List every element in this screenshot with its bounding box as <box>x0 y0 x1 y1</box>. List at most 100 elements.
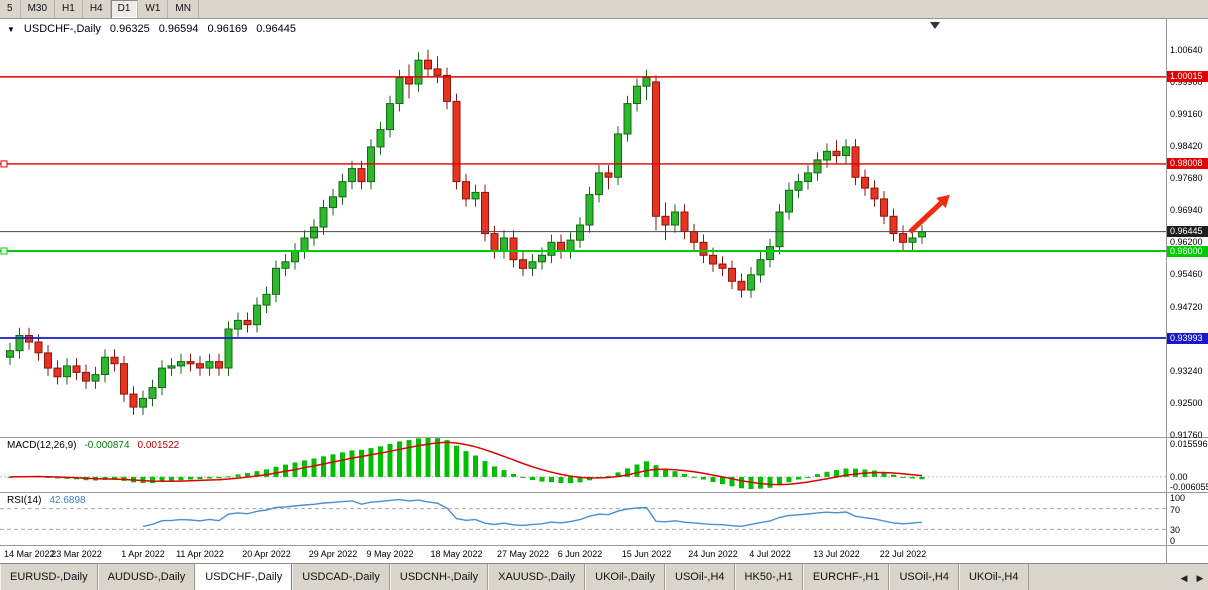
macd-bar <box>625 468 630 477</box>
candle <box>63 358 71 385</box>
chart-tab-9[interactable]: EURCHF-,H1 <box>802 564 890 590</box>
macd-bar <box>454 445 459 477</box>
rsi-scale-tick: 100 <box>1170 493 1186 503</box>
candle <box>528 254 537 277</box>
timeframe-button-h1[interactable]: H1 <box>55 0 83 18</box>
macd-bar <box>150 476 155 484</box>
candle <box>652 75 660 231</box>
line-handle[interactable] <box>0 160 8 168</box>
timeframe-button-h4[interactable]: H4 <box>83 0 111 18</box>
candle <box>851 139 860 186</box>
candle <box>319 199 328 235</box>
chart-tab-0[interactable]: EURUSD-,Daily <box>0 564 98 590</box>
candle <box>224 321 233 376</box>
macd-bar <box>691 476 697 478</box>
panel-separator[interactable] <box>0 437 1208 438</box>
macd-bar <box>378 446 383 477</box>
macd-bar <box>463 451 469 477</box>
macd-bar <box>368 448 374 477</box>
line-price-label: 0.98008 <box>1167 158 1208 170</box>
chart-symbol-label: USDCHF-,Daily <box>23 23 101 35</box>
candle <box>661 202 670 241</box>
macd-bar <box>739 476 744 489</box>
line-handle[interactable] <box>0 247 8 255</box>
candle <box>519 251 527 277</box>
tabs-scroll-right-button[interactable]: ▶ <box>1196 573 1204 583</box>
macd-bar <box>264 469 269 477</box>
chart-shift-marker-icon[interactable] <box>930 22 940 29</box>
macd-scale-tick: 0.00 <box>1170 471 1188 482</box>
macd-bar <box>549 476 554 483</box>
candle <box>395 69 404 112</box>
timeframe-button-d1[interactable]: D1 <box>110 0 139 18</box>
trend-arrow[interactable] <box>908 201 943 234</box>
candle <box>756 251 765 283</box>
candle <box>576 217 584 248</box>
candle <box>870 180 879 207</box>
macd-bar <box>872 470 877 477</box>
candle <box>889 208 898 242</box>
date-tick: 14 Mar 2022 <box>4 549 55 559</box>
timeframe-button-m30[interactable]: M30 <box>21 0 56 18</box>
candle <box>842 139 850 164</box>
panel-separator[interactable] <box>0 492 1208 493</box>
chart-tab-11[interactable]: UKOil-,H4 <box>958 564 1029 590</box>
chart-tabs: EURUSD-,Daily AUDUSD-,Daily USDCHF-,Daily U… <box>0 564 1029 590</box>
macd-bar <box>653 465 659 477</box>
macd-bar <box>207 476 212 479</box>
timeframe-button-mn[interactable]: MN <box>168 0 199 18</box>
macd-bar <box>435 438 440 477</box>
candle <box>139 390 147 415</box>
date-tick: 29 Apr 2022 <box>308 549 358 559</box>
candle <box>500 230 508 259</box>
one-click-trading-icon[interactable]: ▼ <box>7 24 15 34</box>
trend-arrow-head-icon[interactable] <box>936 194 950 209</box>
price-scale: 1.006400.999000.991600.984200.976800.969… <box>1167 19 1208 563</box>
tabs-scroll-left-button[interactable]: ◀ <box>1180 573 1188 583</box>
chart-tab-7[interactable]: USOil-,H4 <box>665 564 735 590</box>
tab-nav: ◀ ▶ <box>1176 564 1208 590</box>
chart-tab-8[interactable]: HK50-,H1 <box>734 564 803 590</box>
candle <box>728 260 736 290</box>
candle <box>53 360 62 385</box>
macd-bar <box>302 460 307 477</box>
macd-bar <box>796 476 801 480</box>
candle <box>633 78 641 112</box>
macd-bar <box>254 471 260 477</box>
macd-bar <box>226 476 231 478</box>
price-tick: 0.94720 <box>1170 301 1203 312</box>
chart-tab-2[interactable]: USDCHF-,Daily <box>195 564 293 590</box>
panel-separator <box>0 545 1208 546</box>
candle <box>262 286 271 313</box>
timeframe-button-w1[interactable]: W1 <box>138 0 169 18</box>
macd-bar <box>767 476 773 488</box>
timeframe-button-5[interactable]: 5 <box>0 0 21 18</box>
chart-tab-6[interactable]: UKOil-,Daily <box>585 564 666 590</box>
candle <box>452 93 461 190</box>
chart-tab-1[interactable]: AUDUSD-,Daily <box>97 564 196 590</box>
candle <box>680 204 689 240</box>
macd-bar <box>178 476 184 481</box>
rsi-indicator-label: RSI(14) 42.6898 <box>7 495 86 506</box>
chart-tab-4[interactable]: USDCNH-,Daily <box>389 564 489 590</box>
macd-bar <box>216 476 222 479</box>
candle <box>880 191 888 225</box>
date-tick: 20 Apr 2022 <box>242 549 291 559</box>
date-tick: 22 Jul 2022 <box>879 549 927 559</box>
chart-tab-5[interactable]: XAUUSD-,Daily <box>488 564 586 590</box>
chart-tab-10[interactable]: USOil-,H4 <box>889 564 959 590</box>
macd-bar <box>539 476 545 482</box>
price-tick: 0.91760 <box>1170 429 1203 440</box>
candle <box>614 126 622 186</box>
chart-tab-3[interactable]: USDCAD-,Daily <box>292 564 390 590</box>
macd-main-value: -0.000874 <box>84 440 130 451</box>
candle <box>595 165 603 203</box>
candle <box>186 353 195 372</box>
price-tick: 0.99160 <box>1170 109 1203 119</box>
candle <box>101 349 109 383</box>
candle <box>386 95 394 138</box>
candle <box>148 379 157 407</box>
candle <box>6 342 14 365</box>
macd-bar <box>235 474 241 477</box>
rsi-scale-tick: 0 <box>1170 536 1176 546</box>
